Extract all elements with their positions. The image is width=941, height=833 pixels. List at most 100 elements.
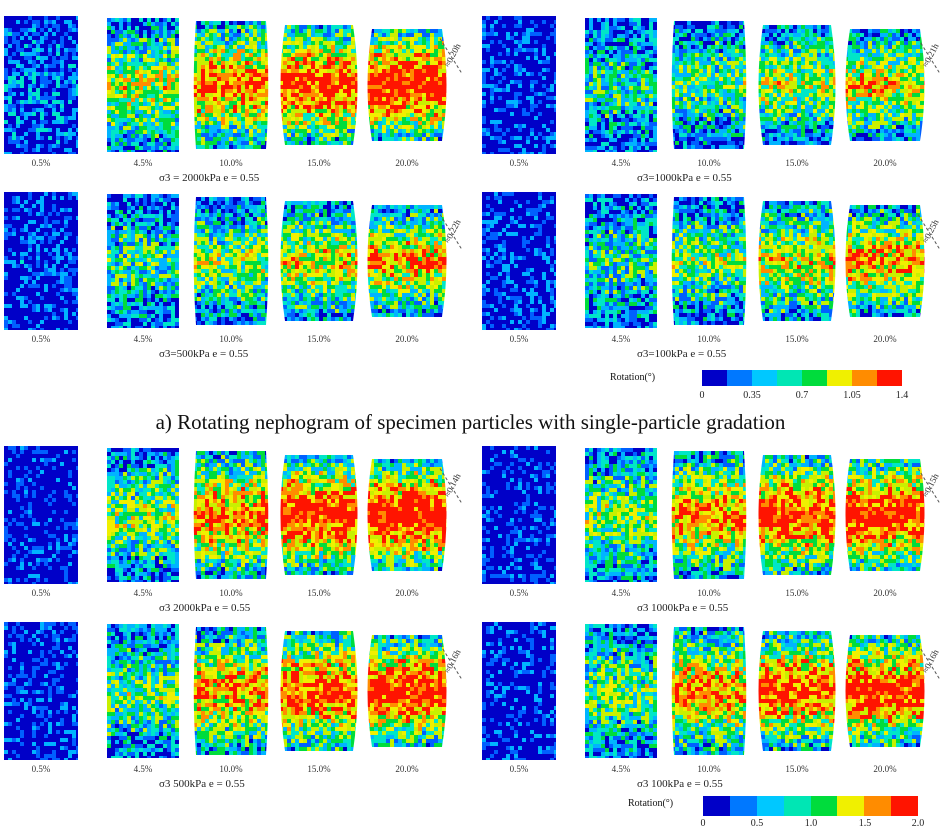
legend-b-tick: 1.5 [859, 818, 872, 829]
specimen-nephogram [107, 194, 179, 328]
strain-label: 15.0% [284, 764, 354, 774]
specimen-nephogram [193, 21, 269, 149]
strain-label: 10.0% [196, 764, 266, 774]
panel-caption: σ3 100kPa e = 0.55 [637, 778, 723, 790]
strain-label: 20.0% [372, 158, 442, 168]
specimen-nephogram [844, 635, 926, 747]
strain-label: 4.5% [586, 764, 656, 774]
strain-label: 0.5% [484, 764, 554, 774]
strain-label: 20.0% [372, 588, 442, 598]
strain-label: 20.0% [850, 158, 920, 168]
specimen-nephogram [193, 451, 269, 579]
specimen-nephogram [671, 21, 747, 149]
specimen-nephogram [585, 624, 657, 758]
specimen-nephogram [193, 197, 269, 325]
strain-label: 0.5% [6, 158, 76, 168]
strain-label: 0.5% [6, 588, 76, 598]
panel-caption: σ3 = 2000kPa e = 0.55 [159, 172, 259, 184]
specimen-nephogram [482, 622, 556, 760]
specimen-nephogram [366, 459, 448, 571]
strain-label: 4.5% [108, 764, 178, 774]
strain-label: 20.0% [850, 334, 920, 344]
strain-label: 4.5% [586, 334, 656, 344]
strain-label: 10.0% [674, 334, 744, 344]
specimen-nephogram [844, 205, 926, 317]
strain-label: 10.0% [674, 764, 744, 774]
strain-label: 0.5% [484, 588, 554, 598]
strain-label: 4.5% [108, 588, 178, 598]
strain-label: 10.0% [196, 334, 266, 344]
strain-label: 0.5% [484, 158, 554, 168]
specimen-nephogram [482, 192, 556, 330]
legend-a-tick: 1.4 [896, 390, 909, 401]
strain-label: 4.5% [108, 334, 178, 344]
legend-b-tick: 1.0 [805, 818, 818, 829]
specimen-nephogram [279, 25, 359, 145]
strain-label: 15.0% [762, 158, 832, 168]
strain-label: 10.0% [196, 158, 266, 168]
specimen-nephogram [671, 197, 747, 325]
specimen-nephogram [757, 201, 837, 321]
specimen-nephogram [107, 624, 179, 758]
legend-a-colorbar [702, 370, 902, 386]
panel-caption: σ3=100kPa e = 0.55 [637, 348, 726, 360]
specimen-nephogram [279, 631, 359, 751]
specimen-nephogram [4, 446, 78, 584]
strain-label: 4.5% [108, 158, 178, 168]
strain-label: 15.0% [762, 588, 832, 598]
strain-label: 15.0% [284, 158, 354, 168]
strain-label: 20.0% [850, 764, 920, 774]
specimen-nephogram [366, 635, 448, 747]
panel-caption: σ3=500kPa e = 0.55 [159, 348, 248, 360]
strain-label: 0.5% [6, 764, 76, 774]
strain-label: 10.0% [674, 158, 744, 168]
legend-b-colorbar [703, 796, 918, 816]
legend-b-title: Rotation(°) [628, 798, 673, 809]
specimen-nephogram [757, 631, 837, 751]
strain-label: 15.0% [284, 588, 354, 598]
specimen-nephogram [279, 201, 359, 321]
legend-a-tick: 0.35 [743, 390, 761, 401]
specimen-nephogram [107, 448, 179, 582]
panel-caption: σ3 500kPa e = 0.55 [159, 778, 245, 790]
strain-label: 15.0% [762, 334, 832, 344]
specimen-nephogram [107, 18, 179, 152]
specimen-nephogram [671, 627, 747, 755]
specimen-nephogram [585, 448, 657, 582]
panel-caption: σ3=1000kPa e = 0.55 [637, 172, 732, 184]
specimen-nephogram [279, 455, 359, 575]
strain-label: 20.0% [372, 764, 442, 774]
legend-a-tick: 1.05 [843, 390, 861, 401]
specimen-nephogram [4, 16, 78, 154]
specimen-nephogram [193, 627, 269, 755]
strain-label: 10.0% [196, 588, 266, 598]
panel-caption: σ3 2000kPa e = 0.55 [159, 602, 250, 614]
legend-b-tick: 2.0 [912, 818, 925, 829]
specimen-nephogram [585, 194, 657, 328]
specimen-nephogram [671, 451, 747, 579]
strain-label: 0.5% [484, 334, 554, 344]
legend-a-title: Rotation(°) [610, 372, 655, 383]
legend-a-tick: 0.7 [796, 390, 809, 401]
specimen-nephogram [585, 18, 657, 152]
specimen-nephogram [482, 16, 556, 154]
strain-label: 20.0% [372, 334, 442, 344]
legend-a-tick: 0 [700, 390, 705, 401]
subtitle-single-gradation: a) Rotating nephogram of specimen partic… [0, 410, 941, 435]
strain-label: 15.0% [762, 764, 832, 774]
strain-label: 10.0% [674, 588, 744, 598]
strain-label: 4.5% [586, 158, 656, 168]
specimen-nephogram [844, 29, 926, 141]
specimen-nephogram [4, 192, 78, 330]
strain-label: 0.5% [6, 334, 76, 344]
legend-b-tick: 0 [701, 818, 706, 829]
strain-label: 20.0% [850, 588, 920, 598]
panel-caption: σ3 1000kPa e = 0.55 [637, 602, 728, 614]
strain-label: 15.0% [284, 334, 354, 344]
specimen-nephogram [366, 205, 448, 317]
specimen-nephogram [482, 446, 556, 584]
specimen-nephogram [844, 459, 926, 571]
specimen-nephogram [4, 622, 78, 760]
specimen-nephogram [757, 25, 837, 145]
legend-b-tick: 0.5 [751, 818, 764, 829]
